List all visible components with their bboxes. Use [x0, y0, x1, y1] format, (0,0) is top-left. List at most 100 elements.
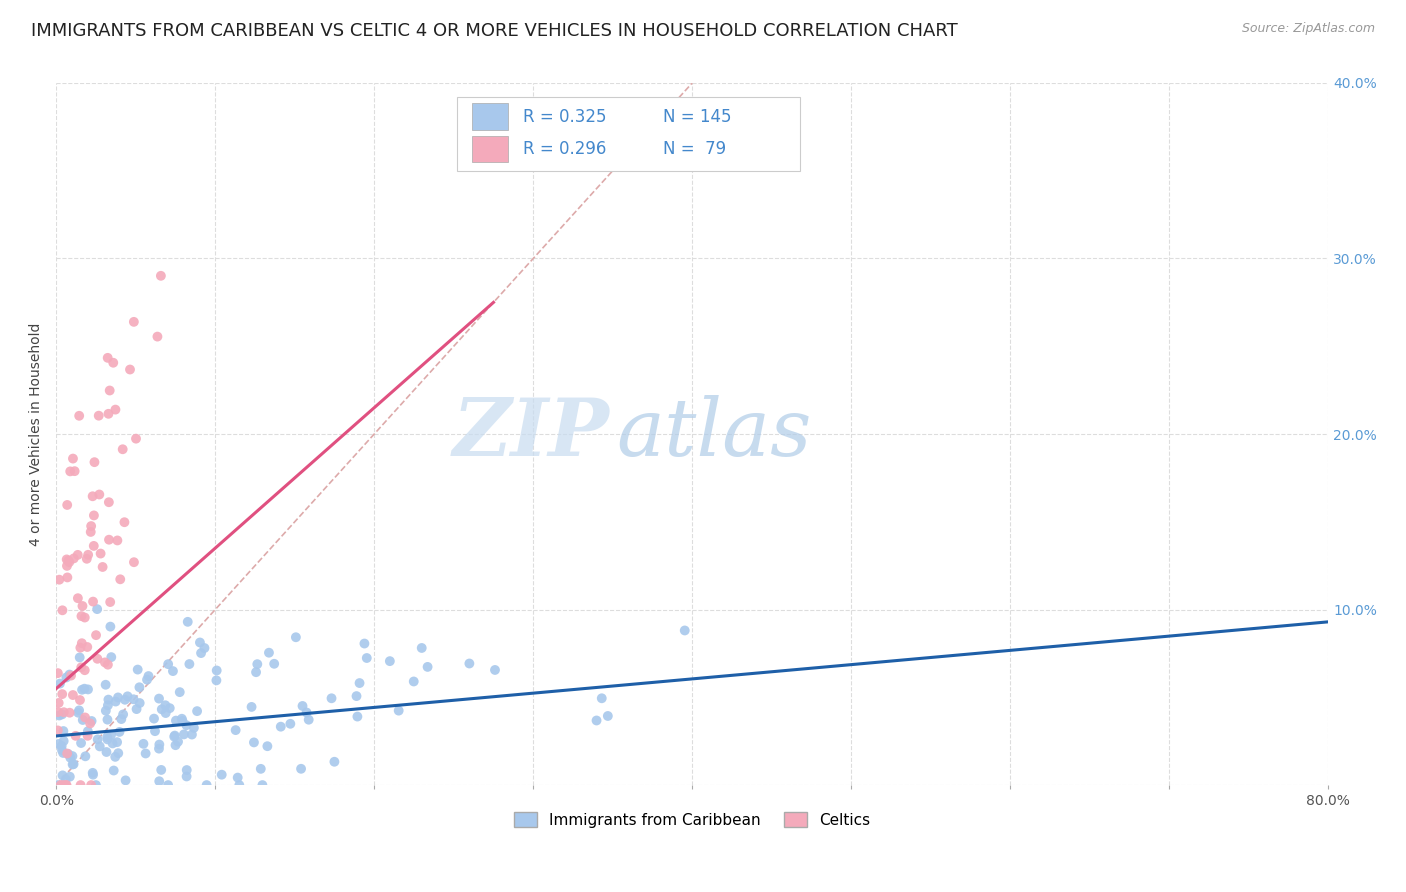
Point: [56, 747, 79, 761]
Point: [125, 702, 148, 716]
Point: [52, 746, 75, 760]
Text: Source: ZipAtlas.com: Source: ZipAtlas.com: [1241, 22, 1375, 36]
Point: [83, 539, 105, 553]
Point: [163, 729, 186, 743]
Point: [183, 721, 205, 735]
Point: [148, 691, 170, 706]
Point: [80, 524, 103, 539]
Point: [72, 713, 94, 727]
Point: [128, 696, 150, 710]
Point: [49, 778, 72, 792]
Point: [263, 657, 285, 671]
Point: [56, 747, 79, 761]
Point: [82, 594, 104, 608]
Point: [148, 774, 170, 789]
Text: N = 145: N = 145: [664, 108, 731, 126]
Point: [56, 498, 79, 512]
Point: [62, 451, 84, 466]
Point: [107, 690, 129, 705]
Point: [82, 765, 104, 780]
Point: [94, 656, 117, 670]
Point: [66, 591, 89, 606]
Point: [114, 515, 136, 529]
Point: [173, 727, 195, 741]
Point: [143, 724, 166, 739]
Point: [159, 701, 181, 715]
Point: [96, 713, 118, 727]
Point: [72, 599, 94, 613]
Point: [111, 442, 134, 457]
Point: [195, 778, 218, 792]
Point: [243, 735, 266, 749]
Point: [70, 736, 93, 750]
Point: [125, 432, 148, 446]
Point: [70, 636, 93, 650]
Point: [673, 624, 696, 638]
Point: [105, 533, 128, 548]
Point: [143, 712, 166, 726]
Point: [58, 554, 80, 568]
Point: [136, 673, 159, 687]
Point: [225, 723, 247, 738]
Point: [52, 734, 75, 748]
Point: [48, 573, 70, 587]
Point: [51, 743, 73, 757]
Point: [246, 657, 269, 672]
Point: [388, 704, 411, 718]
Point: [59, 464, 82, 478]
Point: [97, 495, 120, 509]
Point: [51, 687, 73, 701]
Point: [100, 728, 122, 742]
Point: [484, 663, 506, 677]
Point: [205, 664, 228, 678]
Point: [69, 650, 91, 665]
Point: [70, 682, 93, 697]
Point: [48, 737, 70, 751]
Point: [110, 712, 132, 726]
Point: [150, 702, 173, 716]
Point: [86, 602, 108, 616]
Point: [190, 646, 212, 660]
Point: [79, 716, 101, 731]
Point: [122, 555, 145, 569]
Text: IMMIGRANTS FROM CARIBBEAN VS CELTIC 4 OR MORE VEHICLES IN HOUSEHOLD CORRELATION : IMMIGRANTS FROM CARIBBEAN VS CELTIC 4 OR…: [31, 22, 957, 40]
Point: [55, 670, 77, 684]
Point: [100, 650, 122, 665]
Point: [55, 778, 77, 792]
Point: [62, 749, 84, 764]
Point: [58, 667, 80, 681]
Point: [86, 732, 108, 747]
Point: [349, 676, 371, 690]
Point: [49, 676, 72, 690]
Point: [86, 652, 108, 666]
Point: [585, 714, 607, 728]
Point: [122, 315, 145, 329]
Point: [256, 739, 278, 754]
Point: [181, 727, 204, 741]
Point: [458, 657, 481, 671]
Point: [193, 640, 215, 655]
Point: [105, 735, 128, 749]
Point: [89, 739, 111, 754]
Point: [176, 769, 198, 783]
Point: [167, 734, 190, 748]
Point: [149, 268, 172, 283]
Text: ZIP: ZIP: [453, 395, 610, 473]
Point: [66, 548, 89, 562]
Point: [591, 691, 613, 706]
Point: [378, 654, 401, 668]
Text: R = 0.296: R = 0.296: [523, 140, 606, 158]
Point: [91, 560, 114, 574]
Point: [59, 750, 82, 764]
Point: [87, 409, 110, 423]
Point: [103, 764, 125, 778]
Point: [62, 757, 84, 772]
Point: [69, 693, 91, 707]
Point: [62, 757, 84, 772]
Point: [104, 694, 127, 708]
Point: [97, 698, 120, 713]
Point: [186, 704, 208, 718]
Point: [70, 609, 93, 624]
Point: [150, 763, 173, 777]
Point: [67, 703, 90, 717]
